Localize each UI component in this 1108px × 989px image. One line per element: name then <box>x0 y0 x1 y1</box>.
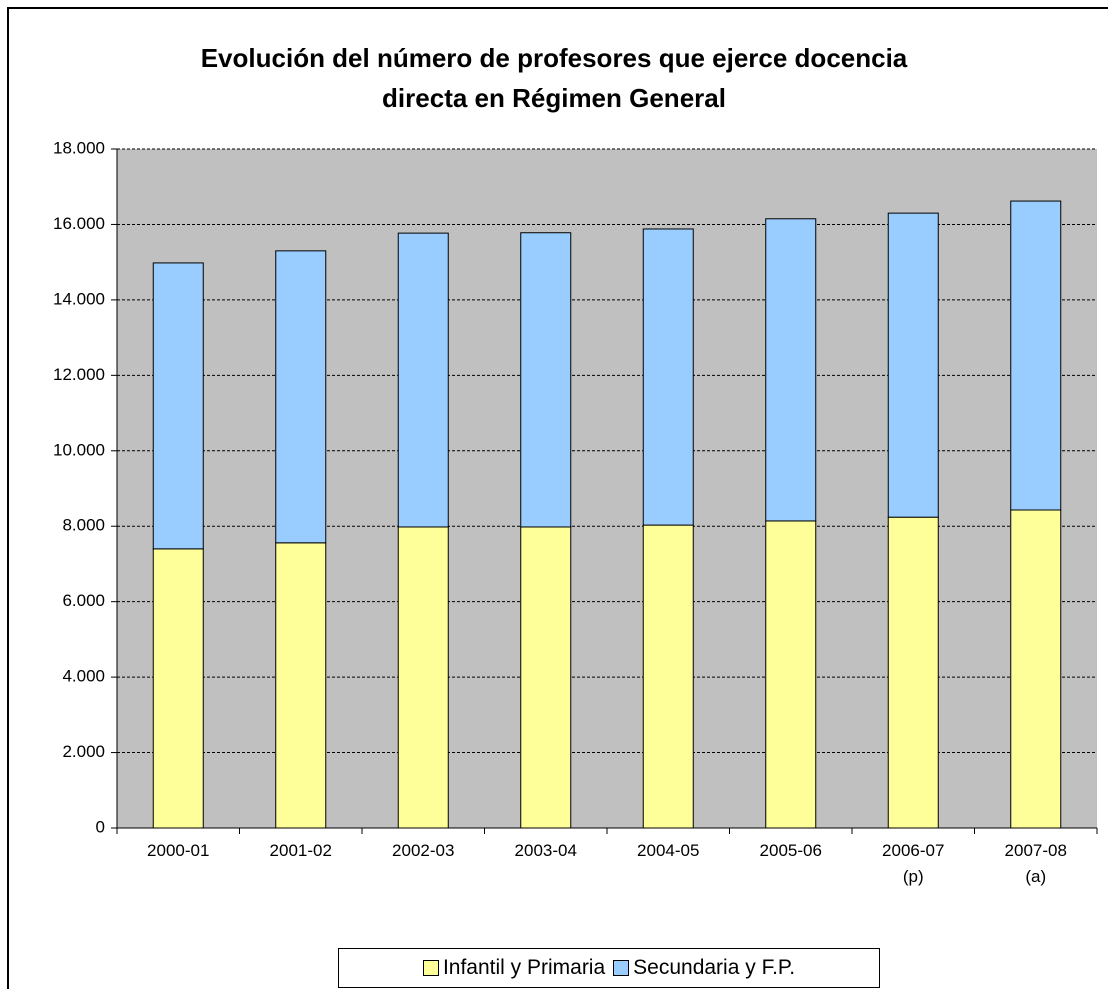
legend-swatch <box>613 960 630 976</box>
x-tick-label: 2000-01 <box>147 841 210 860</box>
y-tick-label: 16.000 <box>53 214 105 233</box>
y-tick-label: 12.000 <box>53 365 105 384</box>
legend-label: Secundaria y F.P. <box>633 956 796 979</box>
bar-segment <box>887 212 939 518</box>
bar-segment <box>397 232 449 528</box>
x-tick-label: 2006-07 (p) <box>882 841 945 886</box>
y-tick-label: 14.000 <box>53 289 105 308</box>
y-tick-label: 6.000 <box>62 591 105 610</box>
legend-label: Infantil y Primaria <box>442 956 606 979</box>
x-tick-label: 2001-02 <box>269 841 332 860</box>
x-tick-label: 2002-03 <box>392 841 455 860</box>
y-tick-label: 8.000 <box>62 516 105 535</box>
bar-segment <box>275 250 327 544</box>
y-tick-label: 2.000 <box>62 742 105 761</box>
bar-segment <box>1010 509 1062 829</box>
bar-segment <box>887 516 939 829</box>
y-tick-label: 10.000 <box>53 440 105 459</box>
bar-segment <box>520 232 572 528</box>
bar-segment <box>642 524 694 829</box>
legend-item: Infantil y Primaria <box>422 956 606 980</box>
frame <box>7 7 1108 989</box>
bar-segment <box>152 548 204 829</box>
bar-segment <box>397 526 449 829</box>
x-tick-label: 2004-05 <box>637 841 700 860</box>
x-tick-label: 2005-06 <box>759 841 822 860</box>
bar-segment <box>765 218 817 522</box>
bar-segment <box>520 526 572 829</box>
bar-segment <box>642 228 694 526</box>
bar-segment <box>152 262 204 550</box>
y-tick-label: 0 <box>96 817 105 836</box>
y-tick-label: 4.000 <box>62 667 105 686</box>
chart-title: Evolución del número de profesores que e… <box>200 43 908 113</box>
plot-area <box>117 149 1097 828</box>
legend-swatch <box>422 960 439 976</box>
y-tick-label: 18.000 <box>53 138 105 157</box>
bar-segment <box>765 520 817 829</box>
bar-segment <box>275 542 327 829</box>
x-tick-label: 2003-04 <box>514 841 577 860</box>
legend-item: Secundaria y F.P. <box>613 956 795 980</box>
x-tick-label: 2007-08 (a) <box>1004 841 1067 886</box>
legend: Infantil y Primaria Secundaria y F.P. <box>338 948 880 988</box>
bar-segment <box>1010 200 1062 511</box>
